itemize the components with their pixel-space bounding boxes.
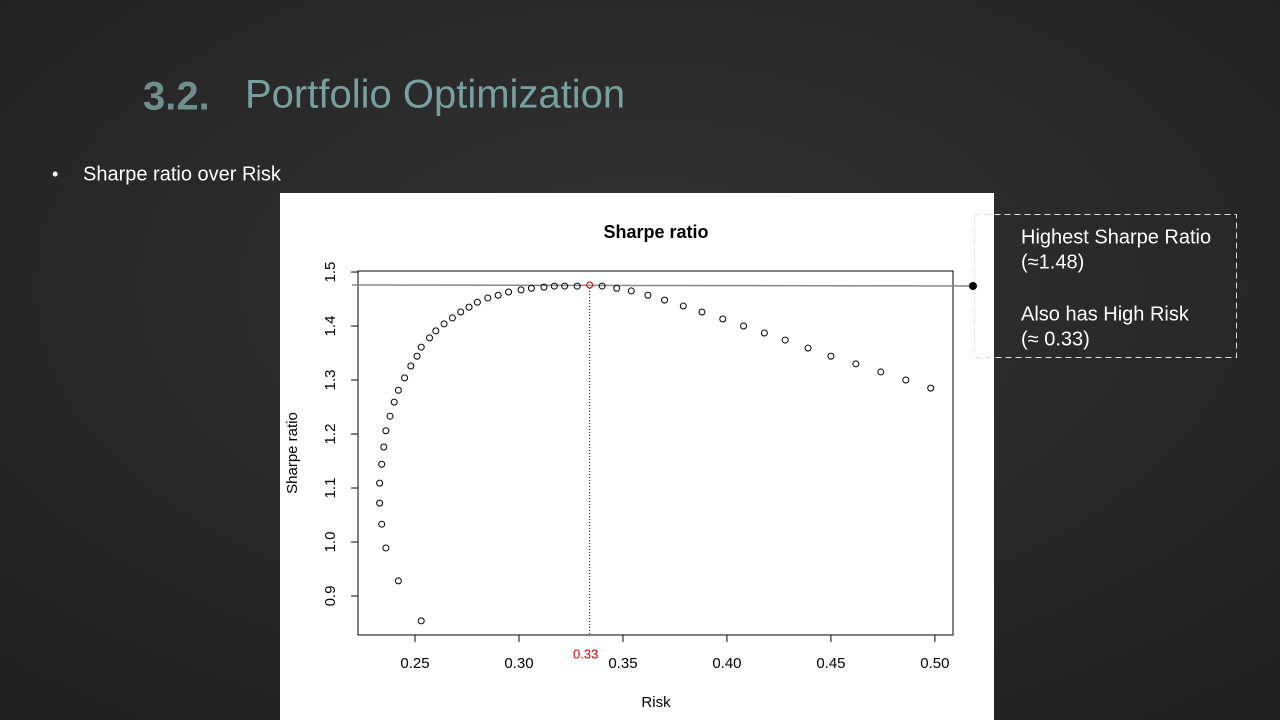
y-tick-label: 1.1	[322, 478, 339, 499]
x-tick-label: 0.40	[712, 655, 741, 672]
point	[432, 327, 440, 335]
point	[804, 344, 812, 352]
point	[698, 308, 706, 316]
point	[627, 287, 635, 295]
point	[927, 384, 935, 392]
point	[517, 286, 525, 294]
point	[613, 284, 621, 292]
y-tick-label: 1.5	[322, 262, 339, 283]
point	[540, 283, 548, 291]
highlight-hline	[351, 284, 974, 287]
callout-text: Highest Sharpe Ratio	[1021, 226, 1211, 248]
chart-panel	[280, 193, 994, 720]
callout-text: (≈ 0.33)	[1021, 328, 1090, 350]
point	[382, 544, 390, 552]
slide-title: Portfolio Optimization	[245, 73, 625, 117]
point	[382, 427, 390, 435]
point	[380, 443, 388, 451]
point	[561, 282, 569, 290]
point	[550, 282, 558, 290]
point	[484, 294, 492, 302]
point	[781, 336, 789, 344]
point	[457, 308, 465, 316]
bullet: Sharpe ratio over Risk	[83, 163, 282, 185]
point	[679, 302, 687, 310]
highlight-label: 0.33	[573, 646, 598, 661]
y-tick-label: 0.9	[322, 586, 339, 607]
callout-box	[974, 214, 1237, 358]
point	[598, 282, 606, 290]
point	[426, 334, 434, 342]
point	[401, 374, 409, 382]
x-tick-label: 0.25	[400, 655, 429, 672]
point	[644, 291, 652, 299]
point	[760, 329, 768, 337]
point	[902, 376, 910, 384]
point	[407, 362, 415, 370]
callout: Highest Sharpe Ratio (≈1.48) Also has High…	[1021, 226, 1211, 350]
y-axis-label: Sharpe ratio	[284, 412, 301, 494]
x-tick-label: 0.50	[920, 655, 949, 672]
point	[719, 315, 727, 323]
chart: Sharpe ratio Risk Sharpe ratio 0.25 0.30 0.35…	[284, 222, 977, 711]
bullet-dot: •	[52, 164, 58, 184]
chart-title: Sharpe ratio	[603, 222, 708, 242]
x-tick-label: 0.30	[504, 655, 533, 672]
y-tick-label: 1.3	[322, 370, 339, 391]
point	[448, 314, 456, 322]
point	[413, 352, 421, 360]
y-tick-label: 1.2	[322, 424, 339, 445]
point	[877, 368, 885, 376]
slide-number: 3.2.	[143, 75, 210, 119]
point	[394, 386, 402, 394]
x-tick-label: 0.35	[608, 655, 637, 672]
point	[661, 296, 669, 304]
callout-text: Also has High Risk	[1021, 303, 1190, 325]
point	[505, 288, 513, 296]
point	[573, 282, 581, 290]
point	[852, 360, 860, 368]
point	[378, 520, 386, 528]
y-tick-label: 1.4	[322, 316, 339, 337]
point	[394, 577, 402, 585]
point	[386, 412, 394, 420]
callout-dot	[969, 281, 977, 290]
plot-frame	[357, 270, 954, 636]
point	[740, 322, 748, 330]
point	[390, 398, 398, 406]
point	[494, 291, 502, 299]
point	[586, 281, 594, 289]
point	[376, 499, 384, 507]
point	[827, 352, 835, 360]
point	[378, 460, 386, 468]
point	[417, 617, 425, 625]
point	[527, 284, 535, 292]
x-tick-label: 0.45	[816, 655, 845, 672]
x-axis-label: Risk	[641, 694, 671, 711]
point	[440, 320, 448, 328]
point	[465, 303, 473, 311]
point	[417, 343, 425, 351]
y-tick-label: 1.0	[322, 532, 339, 553]
point	[473, 298, 481, 306]
callout-text: (≈1.48)	[1021, 251, 1084, 273]
point	[376, 479, 384, 487]
